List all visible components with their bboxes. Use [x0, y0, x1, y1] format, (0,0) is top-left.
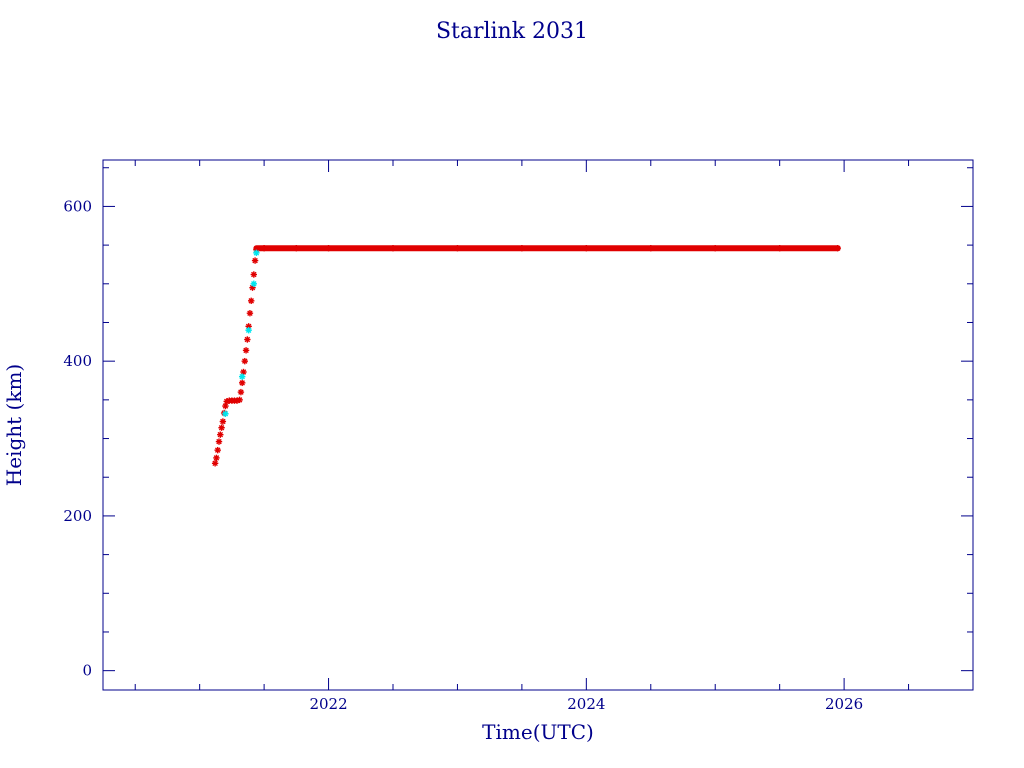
data-point: [325, 245, 332, 252]
data-point: [776, 245, 783, 252]
plot-frame: [102, 159, 974, 691]
highlight-point: [239, 373, 246, 380]
y-tick-label: 600: [63, 197, 92, 215]
data-point: [246, 309, 254, 317]
data-point: [248, 297, 255, 305]
chart-title: Starlink 2031: [436, 19, 588, 44]
data-point: [454, 245, 461, 252]
axis-tick-labels: 2022 2024 2026 0 200 400 600: [63, 197, 863, 713]
data-point: [250, 271, 257, 278]
y-axis-label: Height (km): [2, 364, 26, 486]
highlight-point: [245, 327, 252, 334]
x-axis-label: Time(UTC): [482, 720, 594, 744]
data-point: [240, 368, 247, 376]
highlight-point: [222, 410, 229, 417]
y-tick-label: 0: [82, 662, 92, 680]
data-point: [583, 245, 590, 252]
data-point: [241, 357, 248, 365]
highlight-point: [250, 280, 257, 287]
data-point: [712, 245, 719, 252]
data-point: [242, 347, 250, 354]
data-point: [215, 438, 223, 445]
data-point: [219, 418, 227, 425]
data-point: [239, 379, 246, 387]
data-point: [237, 388, 245, 396]
x-tick-label: 2026: [825, 695, 863, 713]
y-tick-label: 200: [63, 507, 92, 525]
data-point: [211, 460, 219, 467]
x-tick-label: 2022: [309, 695, 347, 713]
data-point: [260, 245, 268, 252]
data-point: [518, 245, 526, 252]
data-point: [236, 396, 243, 404]
data-point: [222, 402, 229, 410]
x-tick-label: 2024: [567, 695, 605, 713]
data-point: [218, 424, 225, 431]
highlight-point: [253, 249, 260, 257]
data-point: [244, 336, 251, 343]
y-tick-label: 400: [63, 352, 92, 370]
data-point: [647, 245, 654, 252]
data-marks: [211, 245, 841, 467]
data-point: [214, 446, 221, 454]
data-point: [389, 245, 397, 252]
axis-ticks: [103, 160, 974, 690]
data-point: [834, 245, 841, 252]
data-point: [213, 454, 220, 462]
data-point: [217, 431, 224, 438]
data-point: [293, 245, 300, 252]
data-point: [251, 257, 259, 264]
